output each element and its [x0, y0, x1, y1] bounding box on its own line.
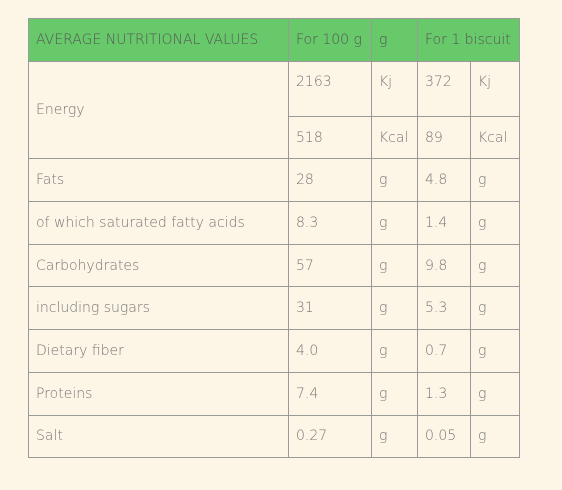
value-cell: 9.8	[417, 243, 471, 288]
table-row: Dietary fiber 4.0 g 0.7 g	[28, 329, 521, 373]
table-row: Energy 2163 Kj 372 Kj	[28, 60, 521, 160]
table-row: Fats 28 g 4.8 g	[28, 158, 521, 203]
value-cell: 372	[417, 61, 471, 117]
table-row: of which saturated fatty acids 8.3 g 1.4 g	[28, 201, 521, 245]
row-label: Proteins	[28, 371, 289, 416]
value-cell: g	[371, 371, 418, 416]
table-row: Proteins 7.4 g 1.3 g	[28, 371, 521, 416]
row-label: Carbohydrates	[28, 243, 289, 288]
value-cell: 5.3	[417, 286, 471, 331]
value-cell: 518	[288, 115, 372, 160]
value-cell: g	[469, 414, 521, 459]
header-cell: For 100 g	[288, 18, 372, 62]
table-row: 518 Kcal 89 Kcal	[29, 115, 521, 160]
header-cell: AVERAGE NUTRITIONAL VALUES	[28, 18, 289, 62]
table-row: including sugars 31 g 5.3 g	[28, 286, 521, 331]
value-cell: g	[469, 243, 521, 288]
value-cell: 31	[288, 286, 372, 331]
row-label: Dietary fiber	[28, 329, 289, 373]
row-label: including sugars	[28, 286, 289, 331]
value-cell: g	[469, 371, 521, 416]
value-cell: Kj	[371, 61, 418, 117]
value-cell: 7.4	[288, 371, 372, 416]
value-cell: 2163	[288, 61, 372, 117]
value-cell: 4.8	[417, 158, 471, 203]
value-cell: 28	[288, 158, 372, 203]
value-cell: 8.3	[288, 201, 372, 245]
table-row: AVERAGE NUTRITIONAL VALUES For 100 g g For …	[28, 18, 521, 62]
value-cell: g	[371, 158, 418, 203]
header-cell: For 1 biscuit	[416, 18, 521, 62]
value-cell: Kcal	[469, 115, 521, 160]
row-label: Salt	[28, 414, 289, 459]
value-cell: g	[469, 158, 521, 203]
value-cell: 0.7	[417, 329, 471, 373]
value-cell: 1.4	[417, 201, 471, 245]
value-cell: g	[371, 329, 418, 373]
value-cell: g	[371, 201, 418, 245]
value-cell: 0.05	[417, 414, 471, 459]
header-cell: g	[371, 18, 418, 62]
value-cell: g	[371, 243, 418, 288]
table-body: AVERAGE NUTRITIONAL VALUES For 100 g g For …	[28, 18, 521, 459]
value-cell: g	[371, 286, 418, 331]
value-cell: g	[469, 201, 521, 245]
nutrition-table: AVERAGE NUTRITIONAL VALUES For 100 g g For …	[28, 18, 521, 459]
value-cell: 4.0	[288, 329, 372, 373]
value-cell: Kj	[469, 61, 521, 117]
row-label: of which saturated fatty acids	[28, 201, 289, 245]
row-label: Fats	[28, 158, 289, 203]
value-cell: g	[469, 329, 521, 373]
value-cell: g	[469, 286, 521, 331]
value-cell: Kcal	[371, 115, 418, 160]
value-cell: 57	[288, 243, 372, 288]
value-cell: g	[371, 414, 418, 459]
value-cell: 0.27	[288, 414, 372, 459]
row-label: Energy	[28, 60, 289, 160]
table-row: Carbohydrates 57 g 9.8 g	[28, 243, 521, 288]
table-row: Salt 0.27 g 0.05 g	[28, 414, 521, 459]
value-cell: 1.3	[417, 371, 471, 416]
value-cell: 89	[417, 115, 471, 160]
